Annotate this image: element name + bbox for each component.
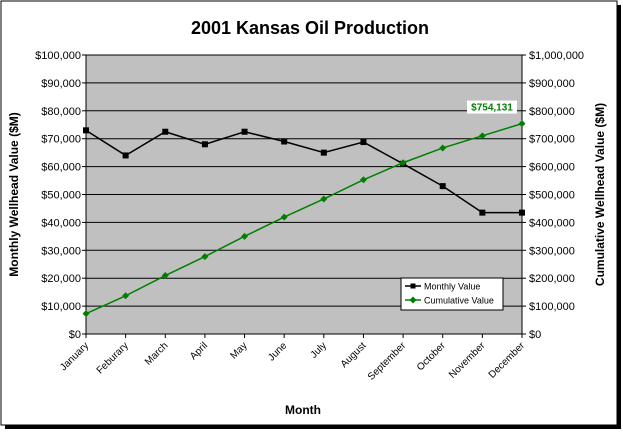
left-tick-label: $70,000 xyxy=(41,134,81,146)
legend-marker-monthly xyxy=(410,283,416,289)
data-point-monthly xyxy=(122,152,129,159)
right-tick-label: $700,000 xyxy=(529,134,575,146)
left-tick-label: $40,000 xyxy=(41,217,81,229)
left-tick-label: $100,000 xyxy=(35,50,81,62)
left-tick-label: $90,000 xyxy=(41,78,81,90)
legend: Monthly Value Cumulative Value xyxy=(400,277,504,311)
right-tick-label: $0 xyxy=(529,329,541,341)
data-label-box xyxy=(467,100,517,114)
data-point-cumulative xyxy=(399,159,407,167)
right-tick-label: $1,000,000 xyxy=(529,50,584,62)
data-point-monthly xyxy=(519,209,525,216)
right-tick-label: $400,000 xyxy=(529,217,575,229)
data-point-cumulative xyxy=(518,120,526,128)
data-point-cumulative xyxy=(201,253,209,261)
right-tick-label: $100,000 xyxy=(529,301,575,313)
data-point-monthly xyxy=(83,127,89,134)
left-tick-label: $20,000 xyxy=(41,273,81,285)
data-point-monthly xyxy=(162,128,169,135)
legend-label-cumulative: Cumulative Value xyxy=(424,296,494,306)
left-axis-ticks: $0 $10,000 $20,000 $30,000 $40,000 $50,000 $60… xyxy=(35,50,522,341)
data-point-cumulative xyxy=(241,232,249,240)
right-tick-label: $600,000 xyxy=(529,162,575,174)
data-point-monthly xyxy=(320,149,327,156)
left-tick-label: $80,000 xyxy=(41,106,81,118)
data-point-monthly xyxy=(201,141,208,148)
data-point-monthly xyxy=(439,183,446,190)
legend-marker-cumulative xyxy=(409,296,417,304)
data-point-cumulative xyxy=(359,176,367,184)
data-point-cumulative xyxy=(320,195,328,203)
left-tick-label: $60,000 xyxy=(41,162,81,174)
data-point-monthly xyxy=(241,128,248,135)
left-tick-label: $50,000 xyxy=(41,190,81,202)
right-tick-label: $200,000 xyxy=(529,273,575,285)
series-line-cumulative xyxy=(85,122,523,315)
data-point-cumulative xyxy=(439,144,447,152)
right-tick-label: $800,000 xyxy=(529,106,575,118)
series-line-monthly xyxy=(85,129,522,214)
x-axis-label: Month xyxy=(285,403,321,417)
right-tick-label: $300,000 xyxy=(529,245,575,257)
data-point-monthly xyxy=(281,138,288,145)
y-axis-label-right: Cumulative Wellhead Value ($M) xyxy=(593,103,607,286)
left-tick-label: $10,000 xyxy=(41,301,81,313)
data-point-cumulative xyxy=(122,292,130,300)
data-label-final-cumulative: $754,131 xyxy=(471,103,513,114)
legend-box xyxy=(400,277,504,311)
right-tick-label: $900,000 xyxy=(529,78,575,90)
data-point-monthly xyxy=(360,139,367,146)
right-tick-label: $500,000 xyxy=(529,190,575,202)
data-point-cumulative xyxy=(280,213,288,221)
left-tick-label: $30,000 xyxy=(41,245,81,257)
series-layer xyxy=(82,120,526,318)
legend-label-monthly: Monthly Value xyxy=(424,282,480,292)
y-axis-label-left: Monthly Wellhead Value ($M) xyxy=(7,112,21,276)
chart-title: 2001 Kansas Oil Production xyxy=(191,18,429,38)
left-tick-label: $0 xyxy=(69,329,81,341)
data-point-cumulative xyxy=(161,272,169,280)
annotation-layer: $754,131 xyxy=(467,100,517,114)
data-point-cumulative xyxy=(82,310,90,318)
data-point-cumulative xyxy=(478,132,486,140)
data-point-monthly xyxy=(479,209,486,216)
right-axis-ticks: $0 $100,000 $200,000 $300,000 $400,000 $500,0… xyxy=(521,50,584,341)
